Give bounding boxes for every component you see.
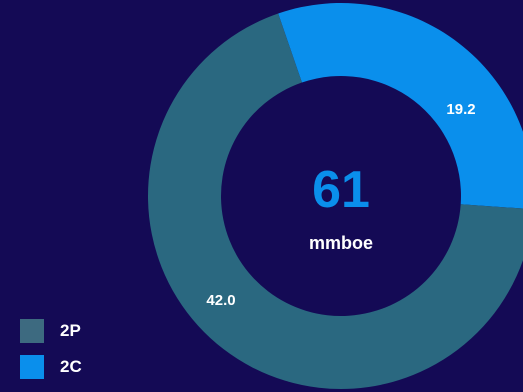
legend-label-2p: 2P — [60, 321, 81, 340]
slice-2c — [278, 3, 523, 209]
data-labels-group: 19.2 42.0 — [206, 101, 475, 309]
legend-item-2p: 2P — [20, 318, 82, 344]
data-label-2p: 42.0 — [206, 292, 235, 309]
data-label-2c: 19.2 — [446, 101, 475, 118]
slice-2p — [148, 13, 523, 389]
legend-label-2c: 2C — [60, 357, 82, 376]
center-value: 61 — [312, 161, 370, 219]
legend: 2P 2C — [20, 318, 82, 390]
legend-swatch-2c — [20, 355, 44, 379]
slices-group — [148, 3, 523, 389]
legend-item-2c: 2C — [20, 354, 82, 380]
center-label: mmboe — [309, 233, 373, 253]
legend-swatch-2p — [20, 319, 44, 343]
